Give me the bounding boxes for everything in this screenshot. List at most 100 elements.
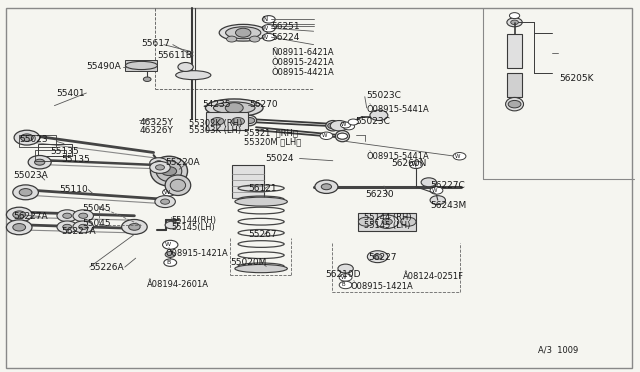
- Text: 56227A: 56227A: [13, 212, 47, 221]
- Circle shape: [430, 187, 443, 194]
- Circle shape: [73, 210, 93, 222]
- Circle shape: [63, 224, 72, 230]
- Text: Â08194-2601A: Â08194-2601A: [147, 280, 209, 289]
- Circle shape: [511, 20, 518, 25]
- Text: 55303K (LH): 55303K (LH): [189, 126, 241, 135]
- Text: 56270: 56270: [250, 100, 278, 109]
- Circle shape: [6, 220, 32, 235]
- Bar: [19, 135, 56, 147]
- Text: 55611B: 55611B: [157, 51, 191, 60]
- Text: 55023C: 55023C: [367, 92, 401, 100]
- Text: W: W: [455, 154, 460, 159]
- Circle shape: [410, 161, 422, 169]
- Circle shape: [13, 211, 26, 218]
- Circle shape: [421, 178, 436, 187]
- Circle shape: [507, 18, 522, 27]
- Text: 56227: 56227: [368, 253, 397, 262]
- Text: Ò08915-4421A: Ò08915-4421A: [271, 68, 334, 77]
- Text: 56205K: 56205K: [559, 74, 594, 83]
- Bar: [358, 213, 416, 231]
- Text: 55045: 55045: [82, 219, 111, 228]
- Ellipse shape: [165, 175, 191, 196]
- Text: 56227C: 56227C: [430, 181, 465, 190]
- Circle shape: [35, 159, 45, 165]
- Circle shape: [340, 122, 351, 128]
- Text: W: W: [412, 162, 417, 167]
- Text: 55020M: 55020M: [230, 258, 267, 267]
- Ellipse shape: [335, 131, 349, 142]
- Circle shape: [20, 134, 33, 141]
- Bar: [35, 150, 66, 161]
- Circle shape: [430, 196, 445, 205]
- Circle shape: [143, 77, 151, 81]
- Circle shape: [73, 221, 93, 233]
- Circle shape: [57, 210, 77, 222]
- Text: 55135: 55135: [50, 147, 79, 155]
- Circle shape: [211, 118, 224, 125]
- Text: 55023A: 55023A: [13, 171, 47, 180]
- Ellipse shape: [150, 156, 188, 186]
- Circle shape: [150, 161, 170, 173]
- Text: Â08124-0251F: Â08124-0251F: [403, 272, 464, 281]
- Circle shape: [163, 189, 175, 196]
- Text: 56230: 56230: [365, 190, 394, 199]
- Text: W: W: [262, 35, 268, 40]
- Bar: [206, 112, 248, 130]
- Circle shape: [57, 221, 77, 233]
- Circle shape: [155, 161, 163, 165]
- Circle shape: [13, 224, 26, 231]
- Circle shape: [79, 213, 88, 218]
- Text: 56227A: 56227A: [61, 227, 96, 236]
- Ellipse shape: [235, 264, 287, 273]
- Text: 55226A: 55226A: [90, 263, 124, 272]
- Text: Ò08915-1421A: Ò08915-1421A: [351, 282, 413, 291]
- Text: Ò08915-5441A: Ò08915-5441A: [367, 153, 429, 161]
- Bar: [125, 60, 157, 71]
- Circle shape: [367, 251, 388, 263]
- Text: N: N: [262, 16, 268, 22]
- Circle shape: [330, 121, 348, 131]
- Circle shape: [315, 180, 338, 193]
- Circle shape: [343, 123, 355, 130]
- Circle shape: [453, 153, 466, 160]
- Text: 55110: 55110: [59, 185, 88, 194]
- Circle shape: [339, 274, 352, 281]
- Text: W: W: [432, 188, 437, 193]
- Circle shape: [129, 224, 140, 230]
- Circle shape: [150, 158, 168, 168]
- Circle shape: [225, 103, 243, 113]
- Text: W: W: [322, 133, 327, 138]
- Text: 55267: 55267: [248, 230, 277, 239]
- Circle shape: [227, 36, 237, 42]
- Text: 46325Y: 46325Y: [140, 118, 173, 127]
- Circle shape: [376, 215, 399, 228]
- Text: 55302K (RH): 55302K (RH): [189, 119, 242, 128]
- Text: 55401: 55401: [56, 89, 85, 97]
- Text: 55145 (LH): 55145 (LH): [364, 221, 410, 230]
- Circle shape: [14, 130, 40, 145]
- Ellipse shape: [170, 179, 186, 191]
- Circle shape: [250, 36, 260, 42]
- Circle shape: [163, 240, 178, 249]
- Text: W: W: [262, 26, 268, 31]
- Text: Ò08915-1421A: Ò08915-1421A: [165, 249, 228, 258]
- Text: 54235: 54235: [202, 100, 231, 109]
- Text: A/3  1009: A/3 1009: [538, 346, 578, 355]
- Circle shape: [509, 13, 520, 19]
- Bar: [232, 165, 264, 198]
- Text: W: W: [165, 242, 172, 247]
- Text: 46326Y: 46326Y: [140, 126, 173, 135]
- Circle shape: [337, 133, 348, 139]
- Circle shape: [161, 199, 170, 204]
- Ellipse shape: [219, 25, 268, 41]
- Text: 55023C: 55023C: [355, 117, 390, 126]
- Text: 56121: 56121: [248, 185, 277, 193]
- Text: 55320M 〈LH〉: 55320M 〈LH〉: [244, 137, 301, 146]
- Circle shape: [358, 217, 374, 226]
- Text: 56243M: 56243M: [430, 201, 467, 210]
- Ellipse shape: [156, 161, 182, 182]
- Bar: [507, 73, 522, 97]
- Text: 55490A: 55490A: [86, 62, 121, 71]
- Bar: [507, 34, 522, 68]
- Circle shape: [79, 224, 88, 230]
